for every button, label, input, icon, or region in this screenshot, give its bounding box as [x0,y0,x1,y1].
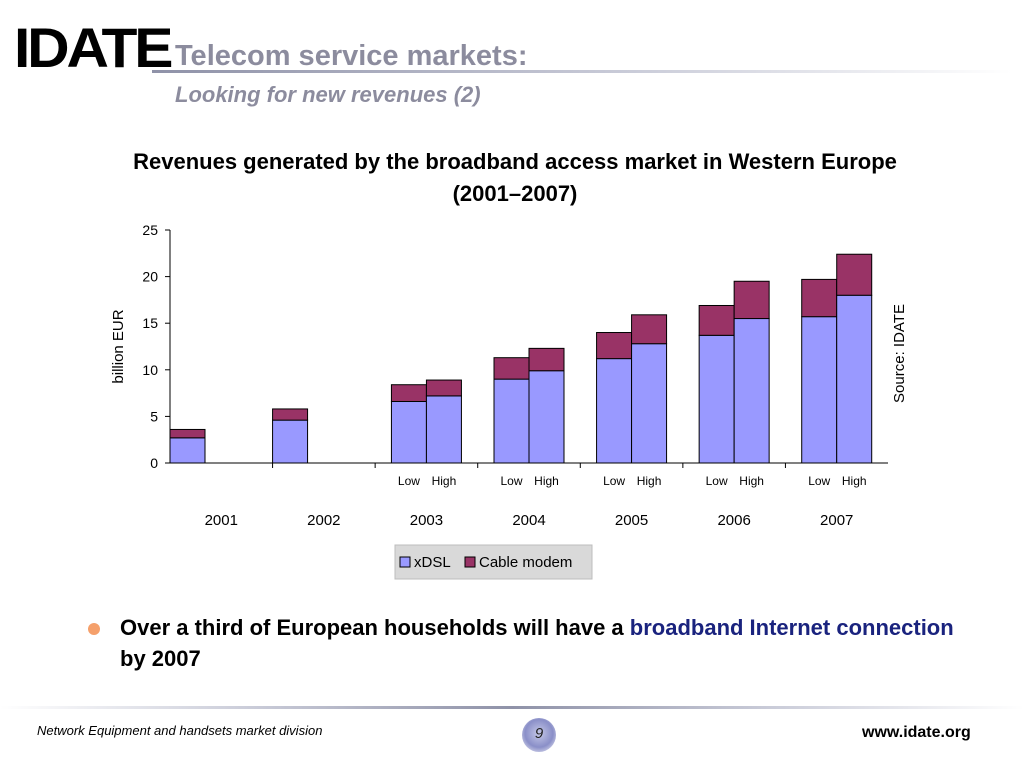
bar-cable-modem [836,253,873,296]
bar-cable-modem [425,379,462,397]
chart-title: Revenues generated by the broadband acce… [133,149,897,206]
scenario-label: High [739,474,764,488]
scenario-label: Low [398,474,420,488]
bar-xdsl [493,378,530,464]
bar-cable-modem [801,278,838,318]
page-number: 9 [522,718,556,752]
bullet-text-after: by 2007 [120,646,201,671]
bar-xdsl [390,400,427,464]
y-axis-label: billion EUR [110,309,127,383]
bar-xdsl [425,395,462,464]
footer-division-label: Network Equipment and handsets market di… [37,723,323,738]
bullet-dot [88,623,100,635]
broadband-revenue-chart: 0 5 10 15 20 25 billion EUR Source: IDATE 2001 20… [110,222,908,580]
year-label: 2006 [717,512,750,529]
bullet-text-before: Over a third of European households will… [120,615,630,640]
footer-divider [0,706,1024,709]
footer-website[interactable]: www.idate.org [862,724,971,741]
y-tick-label: 0 [150,455,158,471]
bar-cable-modem [596,332,633,360]
year-label: 2004 [512,512,545,529]
bar-cable-modem [493,357,530,380]
bullet-text: Over a third of European households will… [120,612,980,674]
source-label: Source: IDATE [891,304,908,403]
bar-xdsl [169,437,206,464]
scenario-label: Low [500,474,522,488]
bar-xdsl [631,343,668,464]
bar-cable-modem [390,384,427,402]
scenario-label: High [637,474,662,488]
bar-cable-modem [733,280,770,320]
scenario-label: High [432,474,457,488]
bar-xdsl [272,419,309,464]
bar-xdsl [528,370,565,464]
slide-title: Telecom service markets: [175,40,528,72]
bar-xdsl [733,318,770,464]
legend-swatch-cable-modem [464,556,476,568]
slide-subtitle: Looking for new revenues (2) [175,82,481,107]
year-label: 2001 [205,512,238,529]
title-divider [152,70,1012,73]
year-label: 2002 [307,512,340,529]
scenario-label: High [534,474,559,488]
y-tick-label: 5 [150,408,158,424]
bar-cable-modem [698,304,735,336]
legend-label-cable-modem: Cable modem [479,554,572,571]
bar-cable-modem [169,428,206,439]
bar-cable-modem [272,408,309,421]
bar-xdsl [836,294,873,464]
idate-logo: IDATE [14,16,173,79]
y-tick-label: 20 [142,269,158,285]
bar-xdsl [698,334,735,464]
year-label: 2005 [615,512,648,529]
scenario-label: High [842,474,867,488]
bar-xdsl [596,358,633,464]
y-tick-label: 25 [142,222,158,238]
year-label: 2003 [410,512,443,529]
bar-xdsl [801,316,838,464]
scenario-label: Low [603,474,625,488]
y-tick-label: 10 [142,362,158,378]
bullet-highlight: broadband Internet connection [629,615,954,640]
y-tick-label: 15 [142,315,158,331]
bar-cable-modem [631,314,668,345]
legend-swatch-xdsl [399,556,411,568]
scenario-label: Low [808,474,830,488]
bar-cable-modem [528,347,565,372]
scenario-label: Low [706,474,728,488]
legend-box [394,544,593,580]
legend-label-xdsl: xDSL [414,554,451,571]
year-label: 2007 [820,512,853,529]
